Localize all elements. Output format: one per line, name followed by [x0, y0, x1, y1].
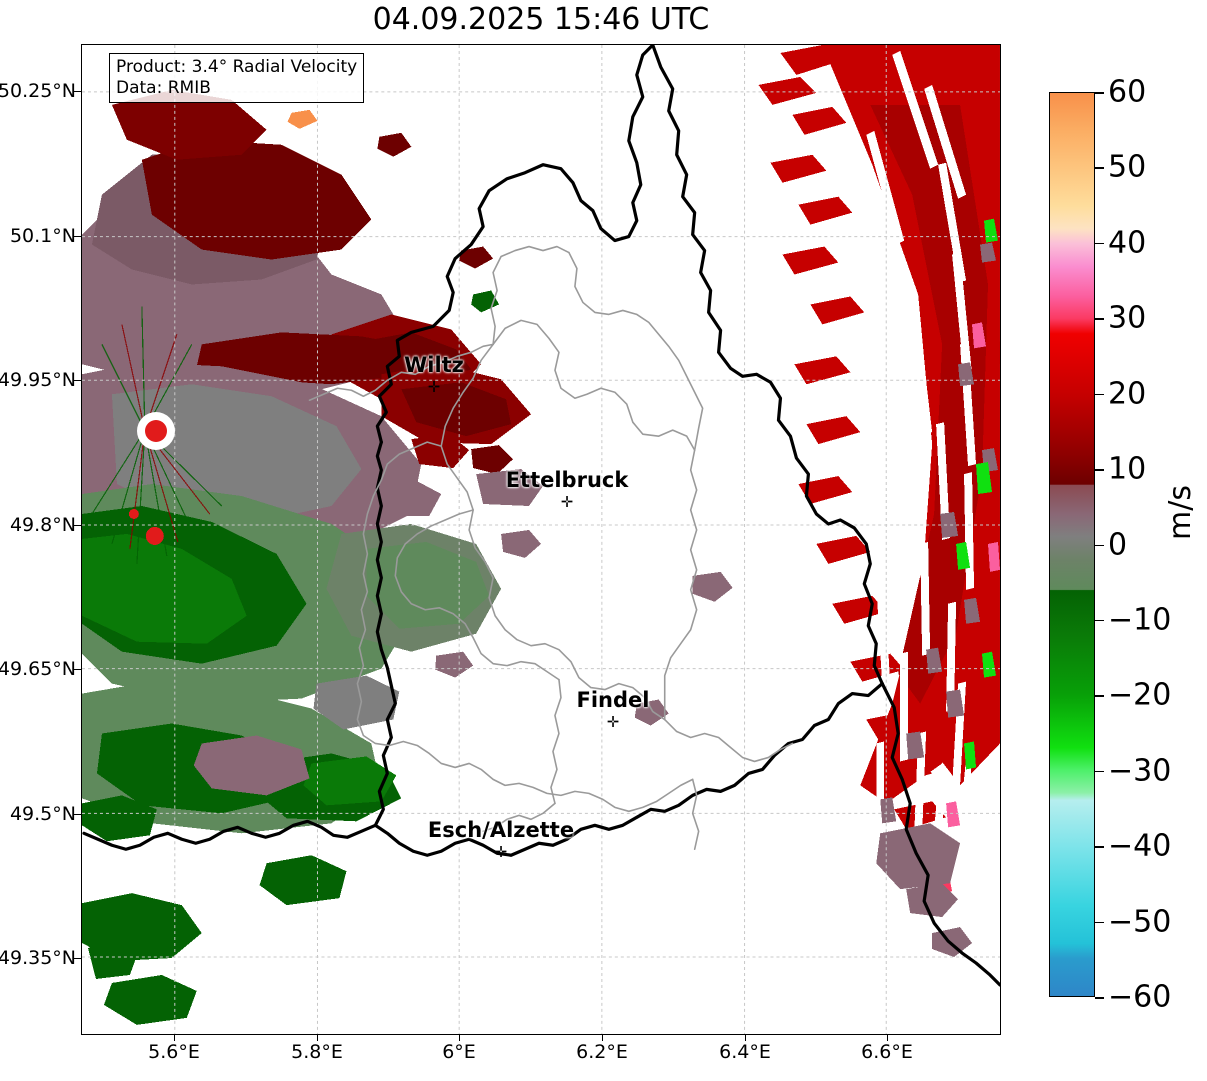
colorbar-tick: [1095, 544, 1104, 547]
colorbar-tick: [1095, 921, 1104, 924]
colorbar-gradient: [1049, 92, 1095, 997]
colorbar-tick: [1095, 393, 1104, 396]
region-border-2: [440, 343, 666, 721]
colorbar-tick: [1095, 846, 1104, 848]
x-tick: [745, 1034, 747, 1041]
city-ettelbruck: Ettelbruck ✛: [506, 470, 629, 510]
colorbar-tick: [1095, 695, 1104, 697]
region-border-3: [663, 449, 698, 721]
x-axis-tick-label: 6.2°E: [576, 1041, 628, 1063]
city-marker-icon: ✛: [427, 378, 441, 396]
colorbar-unit-label: m/s: [1163, 485, 1198, 540]
city-label: Ettelbruck: [505, 468, 629, 492]
y-tick: [74, 380, 81, 382]
region-border-10: [490, 245, 570, 346]
country-border-luxembourg: [375, 45, 655, 444]
region-border-5: [380, 441, 443, 481]
x-tick: [887, 1034, 889, 1041]
colorbar-tick-label: 40: [1108, 225, 1147, 261]
colorbar-tick-label: −60: [1108, 979, 1172, 1015]
colorbar-tick: [1095, 318, 1104, 320]
colorbar-tick-label: 50: [1108, 149, 1147, 185]
colorbar-tick: [1095, 770, 1104, 773]
y-tick: [74, 91, 81, 93]
colorbar-tick-label: 10: [1108, 451, 1147, 487]
radar-map[interactable]: Wiltz ✛ Ettelbruck ✛ Findel ✛ Esch/Alzet…: [81, 44, 1001, 1035]
product-info-box: Product: 3.4° Radial Velocity Data: RMIB: [109, 53, 365, 104]
colorbar-tick-label: 60: [1108, 74, 1147, 110]
radar-site-marker[interactable]: [145, 420, 167, 442]
region-border-7: [356, 479, 694, 813]
colorbar-tick: [1095, 997, 1104, 999]
page-title: 04.09.2025 15:46 UTC: [372, 2, 710, 37]
region-border-14: [482, 802, 556, 833]
city-wiltz: Wiltz ✛: [404, 355, 464, 395]
city-findel: Findel ✛: [577, 690, 650, 730]
city-esch-alzette: Esch/Alzette ✛: [428, 820, 574, 860]
city-marker-icon: ✛: [606, 713, 620, 731]
geography-layer: [82, 45, 1000, 987]
x-axis-tick-label: 5.6°E: [148, 1041, 200, 1063]
x-axis-tick-label: 6°E: [442, 1041, 476, 1063]
region-border-9: [386, 343, 494, 382]
colorbar[interactable]: [1049, 92, 1095, 997]
y-tick: [74, 958, 81, 960]
city-label: Findel: [576, 688, 650, 712]
colorbar-tick-label: −30: [1108, 753, 1172, 789]
region-border-12: [308, 379, 389, 402]
x-axis-tick-label: 6.6°E: [861, 1041, 913, 1063]
colorbar-tick: [1095, 167, 1104, 169]
x-tick: [459, 1034, 461, 1041]
colorbar-tick: [1095, 469, 1104, 471]
y-axis-tick-label: 50.1°N: [9, 225, 76, 247]
region-border-4: [663, 718, 794, 763]
colorbar-tick-label: −20: [1108, 677, 1172, 713]
city-label: Wiltz: [404, 353, 464, 377]
y-axis-tick-label: 50.25°N: [0, 80, 76, 102]
city-marker-icon: ✛: [494, 843, 508, 861]
map-clip: Wiltz ✛ Ettelbruck ✛ Findel ✛ Esch/Alzet…: [82, 45, 1000, 1034]
colorbar-tick-label: −40: [1108, 828, 1172, 864]
city-label: Esch/Alzette: [427, 818, 575, 842]
x-tick: [602, 1034, 604, 1041]
y-axis-tick-label: 49.65°N: [0, 658, 76, 680]
y-tick: [74, 814, 81, 816]
x-axis-tick-label: 5.8°E: [291, 1041, 343, 1063]
y-axis-tick-label: 49.95°N: [0, 369, 76, 391]
colorbar-tick: [1095, 619, 1104, 622]
region-border-11: [568, 251, 704, 451]
x-axis-tick-label: 6.4°E: [719, 1041, 771, 1063]
y-axis-tick-label: 49.5°N: [9, 803, 76, 825]
colorbar-tick-label: 0: [1108, 527, 1128, 562]
x-tick: [317, 1034, 319, 1041]
colorbar-tick-label: 20: [1108, 376, 1147, 412]
colorbar-tick: [1095, 242, 1104, 245]
y-axis-tick-label: 49.8°N: [9, 514, 76, 536]
city-marker-icon: ✛: [560, 493, 574, 511]
colorbar-tick-label: −10: [1108, 602, 1172, 638]
region-border-13: [691, 778, 700, 851]
radar-echo-layer: [82, 45, 1000, 1025]
colorbar-tick: [1095, 92, 1104, 94]
y-tick: [74, 236, 81, 238]
colorbar-tick-label: 30: [1108, 300, 1147, 336]
region-border-6: [394, 509, 560, 681]
product-line: Product: 3.4° Radial Velocity: [116, 57, 358, 77]
y-tick: [74, 525, 81, 527]
data-source-line: Data: RMIB: [116, 77, 211, 98]
y-axis-tick-label: 49.35°N: [0, 947, 76, 969]
region-border-8: [550, 678, 562, 805]
x-tick: [174, 1034, 176, 1041]
colorbar-tick-label: −50: [1108, 904, 1172, 940]
y-tick: [74, 669, 81, 671]
region-border-1: [492, 319, 696, 451]
